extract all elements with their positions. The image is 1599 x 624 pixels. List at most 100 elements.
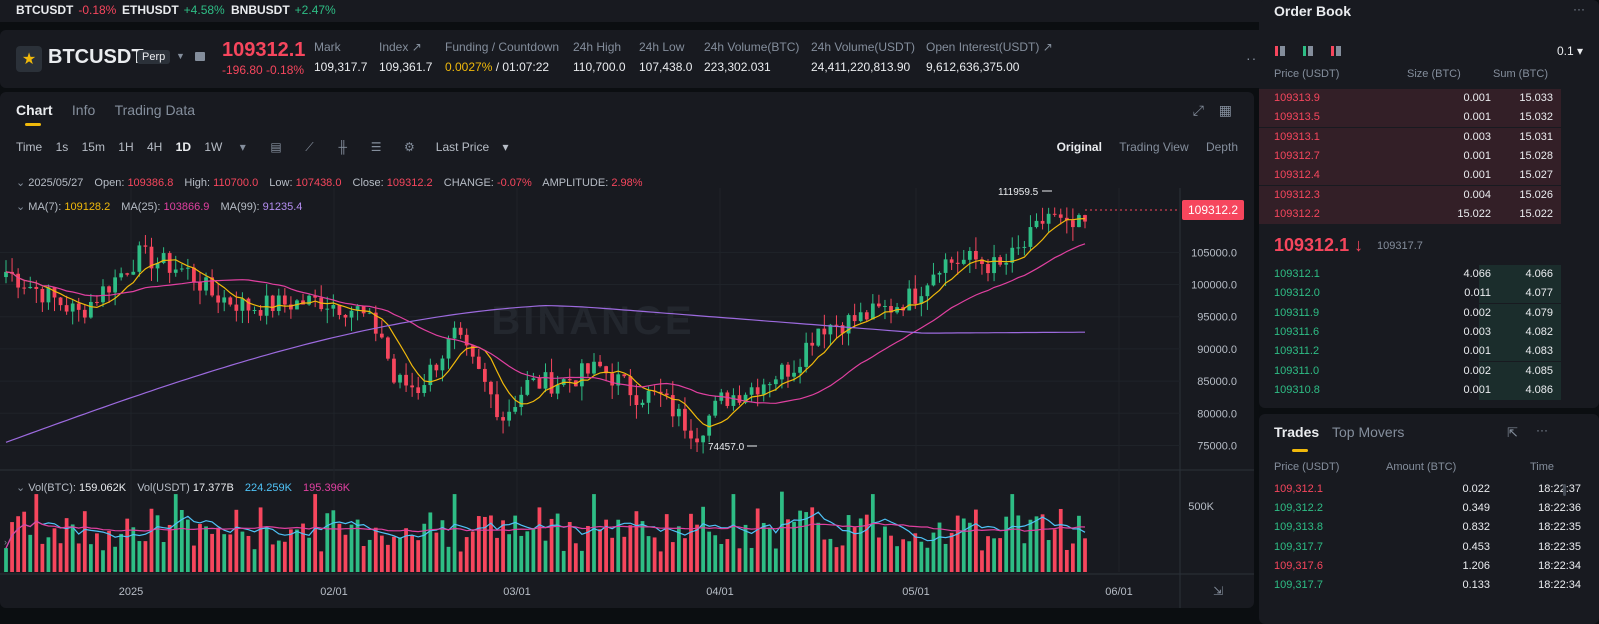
stat-open-interest[interactable]: Open Interest(USDT) ↗ 9,612,636,375.00 (926, 40, 1053, 74)
ask-row[interactable]: 109312.2 15.022 15.022 (1259, 204, 1561, 224)
more-options-icon[interactable]: ··· (1573, 2, 1585, 16)
volume-bar (901, 539, 906, 572)
book-size: 0.004 (1463, 188, 1491, 201)
volume-bar (210, 533, 214, 572)
ask-row[interactable]: 109313.5 0.001 15.032 (1259, 108, 1561, 128)
indicator-icon[interactable]: ⟋ (305, 140, 314, 154)
interval-1s[interactable]: 1s (55, 140, 69, 154)
collapse-chevron-icon[interactable]: ⌄ (16, 201, 26, 213)
book-sum: 15.032 (1519, 111, 1553, 124)
volume-bar (46, 537, 51, 572)
expand-icon[interactable]: ⤢ (1192, 102, 1204, 118)
volume-bar (95, 533, 99, 572)
volume-bar (270, 544, 275, 572)
volume-bar (173, 494, 178, 572)
ask-row[interactable]: 109312.3 0.004 15.026 (1259, 185, 1561, 205)
candle-body (967, 251, 972, 260)
collapse-chevron-icon[interactable]: ⌄ (16, 177, 26, 189)
ticker-item[interactable]: BNBUSDT +2.47% (231, 3, 336, 17)
candle-body (743, 394, 748, 403)
candle-body (1004, 262, 1009, 265)
more-options-icon[interactable]: ··· (1246, 50, 1263, 66)
volume-bar (192, 545, 196, 572)
book-bids-icon[interactable] (1303, 46, 1313, 56)
settings-gear-icon[interactable]: ⚙ (404, 140, 415, 154)
scrollbar[interactable] (1563, 484, 1566, 496)
tab-chart[interactable]: Chart (16, 102, 53, 126)
candle-body (1010, 247, 1015, 263)
bid-row[interactable]: 109310.8 0.001 4.086 (1259, 380, 1561, 400)
stat-label: 24h Low (639, 40, 685, 54)
calendar-icon[interactable]: ▤ (270, 140, 282, 154)
volume-bar (82, 511, 87, 572)
volume-bar (1077, 515, 1081, 572)
col-header-time: Time (1530, 461, 1555, 473)
candle-body (1083, 215, 1087, 222)
bid-row[interactable]: 109311.2 0.001 4.083 (1259, 342, 1561, 362)
interval-1h[interactable]: 1H (118, 140, 134, 154)
ticker-item[interactable]: ETHUSDT +4.58% (122, 3, 225, 17)
volume-bar (1040, 514, 1045, 572)
trade-price: 109,312.2 (1274, 502, 1323, 515)
tab-top-movers[interactable]: Top Movers (1332, 424, 1405, 440)
book-size: 0.001 (1463, 149, 1491, 162)
bid-row[interactable]: 109312.0 0.011 4.077 (1259, 284, 1561, 304)
volume-bar (616, 519, 621, 572)
candlestick-chart[interactable]: 105000.0 100000.0 95000.0 90000.0 85000.0 800… (0, 92, 1254, 608)
candle-body (155, 262, 160, 269)
more-options-icon[interactable]: ··· (1536, 423, 1548, 437)
stat-index[interactable]: Index ↗ 109,361.7 (379, 40, 432, 74)
volume-bar (858, 518, 863, 572)
candle-body (410, 385, 415, 388)
candle-type-icon[interactable]: ╫ (338, 140, 347, 154)
layout-grid-icon[interactable]: ▦ (1218, 102, 1232, 118)
favorite-star-icon[interactable]: ★ (16, 46, 42, 72)
tab-trading-data[interactable]: Trading Data (114, 102, 196, 118)
ask-row[interactable]: 109313.9 0.001 15.033 (1259, 89, 1561, 108)
view-original[interactable]: Original (1056, 140, 1102, 154)
volume-bar (840, 545, 845, 572)
book-asks-icon[interactable] (1331, 46, 1341, 56)
scroll-left-icon: › (4, 537, 7, 547)
book-sum: 4.079 (1525, 306, 1553, 319)
bid-row[interactable]: 109311.9 0.002 4.079 (1259, 303, 1561, 323)
tick-size-select[interactable]: 0.1 ▾ (1556, 44, 1583, 58)
book-both-icon[interactable] (1275, 46, 1285, 56)
book-icon[interactable] (195, 52, 205, 61)
bid-row[interactable]: 109312.1 4.066 4.066 (1259, 265, 1561, 284)
interval-4h[interactable]: 4H (146, 140, 163, 154)
price-type-select[interactable]: Last Price ▾ (435, 140, 509, 154)
interval-1d[interactable]: 1D (175, 140, 192, 154)
volume-bar (331, 510, 336, 572)
volume-bar (228, 534, 233, 572)
bid-row[interactable]: 109311.6 0.003 4.082 (1259, 322, 1561, 342)
tab-info[interactable]: Info (71, 102, 96, 118)
tab-trades[interactable]: Trades (1274, 424, 1320, 452)
popout-icon[interactable]: ⇱ (1507, 425, 1518, 440)
chevron-down-icon[interactable]: ▼ (176, 51, 185, 61)
volume-bar (258, 507, 263, 572)
volume-bar (234, 509, 239, 572)
symbol-name[interactable]: BTCUSDT (48, 46, 144, 68)
depth-bar (1259, 166, 1561, 186)
ticker-item[interactable]: BTCUSDT -0.18% (16, 3, 116, 17)
interval-15m[interactable]: 15m (81, 140, 105, 154)
collapse-chevron-icon[interactable]: ⌄ (16, 482, 26, 494)
bid-row[interactable]: 109311.0 0.002 4.085 (1259, 361, 1561, 381)
ohlc-label: Open: (94, 177, 125, 189)
candle-body (707, 415, 712, 436)
ask-row[interactable]: 109313.1 0.003 15.031 (1259, 127, 1561, 147)
view-depth[interactable]: Depth (1205, 140, 1238, 154)
trade-price: 109,317.7 (1274, 540, 1323, 553)
interval-1w[interactable]: 1W (204, 140, 223, 154)
ask-row[interactable]: 109312.4 0.001 15.027 (1259, 166, 1561, 186)
template-icon[interactable]: ☰ (370, 140, 382, 154)
volume-bar (798, 510, 802, 572)
candle-body (173, 269, 178, 273)
ask-row[interactable]: 109312.7 0.001 15.028 (1259, 146, 1561, 166)
candle-body (325, 308, 330, 310)
volume-bar (731, 494, 736, 572)
chevron-down-icon[interactable]: ▾ (239, 140, 246, 154)
volume-bar (343, 534, 348, 572)
view-trading-view[interactable]: Trading View (1119, 140, 1189, 154)
